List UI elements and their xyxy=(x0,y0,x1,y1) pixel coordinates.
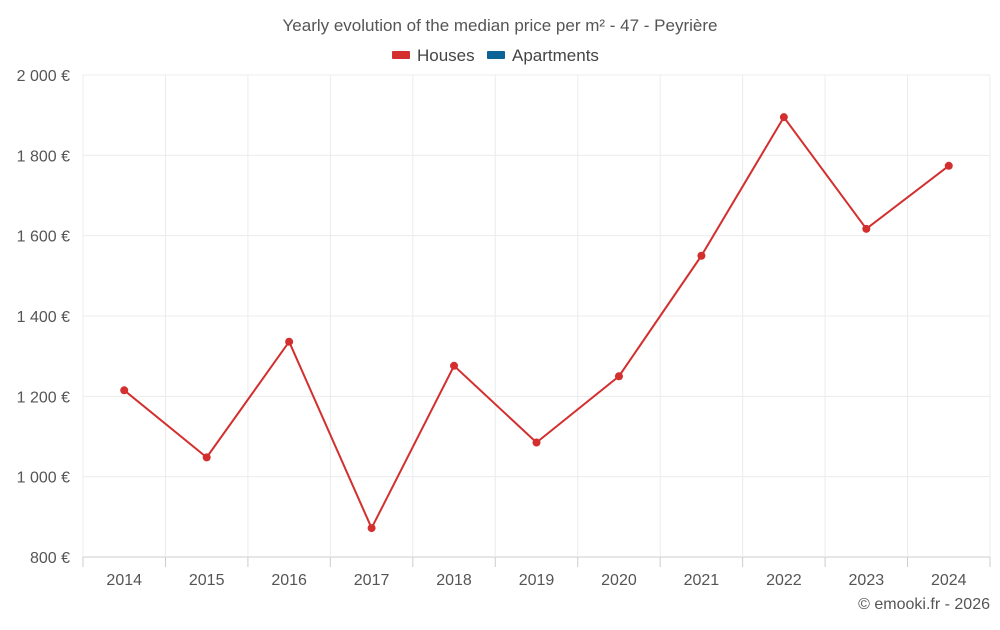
y-tick-label: 1 600 € xyxy=(17,229,70,246)
x-tick-label: 2014 xyxy=(106,572,142,589)
legend-item-houses[interactable]: Houses xyxy=(392,46,475,65)
legend-label-apartments: Apartments xyxy=(512,46,599,65)
x-tick-label: 2016 xyxy=(271,572,307,589)
data-point-houses xyxy=(697,251,706,260)
x-tick-label: 2015 xyxy=(189,572,225,589)
data-point-houses xyxy=(202,453,211,462)
data-point-houses xyxy=(779,113,788,122)
data-point-houses xyxy=(367,524,376,533)
legend-item-apartments[interactable]: Apartments xyxy=(487,46,599,65)
legend-swatch-apartments xyxy=(487,51,505,59)
axes: 800 € 1 000 € 1 200 € 1 400 € 1 600 € 1 800 €… xyxy=(17,68,991,589)
legend-label-houses: Houses xyxy=(417,46,475,65)
legend-swatch-houses xyxy=(392,51,410,59)
data-point-houses xyxy=(862,224,871,233)
y-tick-label: 1 400 € xyxy=(17,309,70,326)
data-point-houses xyxy=(120,386,129,395)
x-tick-label: 2017 xyxy=(354,572,390,589)
x-tick-label: 2022 xyxy=(766,572,802,589)
x-tick-label: 2019 xyxy=(519,572,555,589)
y-tick-label: 1 000 € xyxy=(17,470,70,487)
y-tick-label: 1 200 € xyxy=(17,389,70,406)
y-tick-label: 2 000 € xyxy=(17,68,70,85)
series-layer xyxy=(120,113,953,533)
data-point-houses xyxy=(450,361,459,370)
grid-lines xyxy=(82,74,991,558)
data-point-houses xyxy=(532,438,541,447)
y-tick-label: 800 € xyxy=(30,550,70,567)
data-point-houses xyxy=(944,161,953,170)
legend: Houses Apartments xyxy=(392,46,599,65)
x-tick-label: 2023 xyxy=(849,572,885,589)
x-tick-label: 2018 xyxy=(436,572,472,589)
x-tick-label: 2021 xyxy=(684,572,720,589)
data-point-houses xyxy=(614,372,623,381)
x-tick-label: 2024 xyxy=(931,572,967,589)
data-point-houses xyxy=(285,337,294,346)
y-tick-label: 1 800 € xyxy=(17,148,70,165)
chart-title: Yearly evolution of the median price per… xyxy=(283,16,718,35)
x-tick-label: 2020 xyxy=(601,572,637,589)
credit-text: © emooki.fr - 2026 xyxy=(858,596,990,613)
